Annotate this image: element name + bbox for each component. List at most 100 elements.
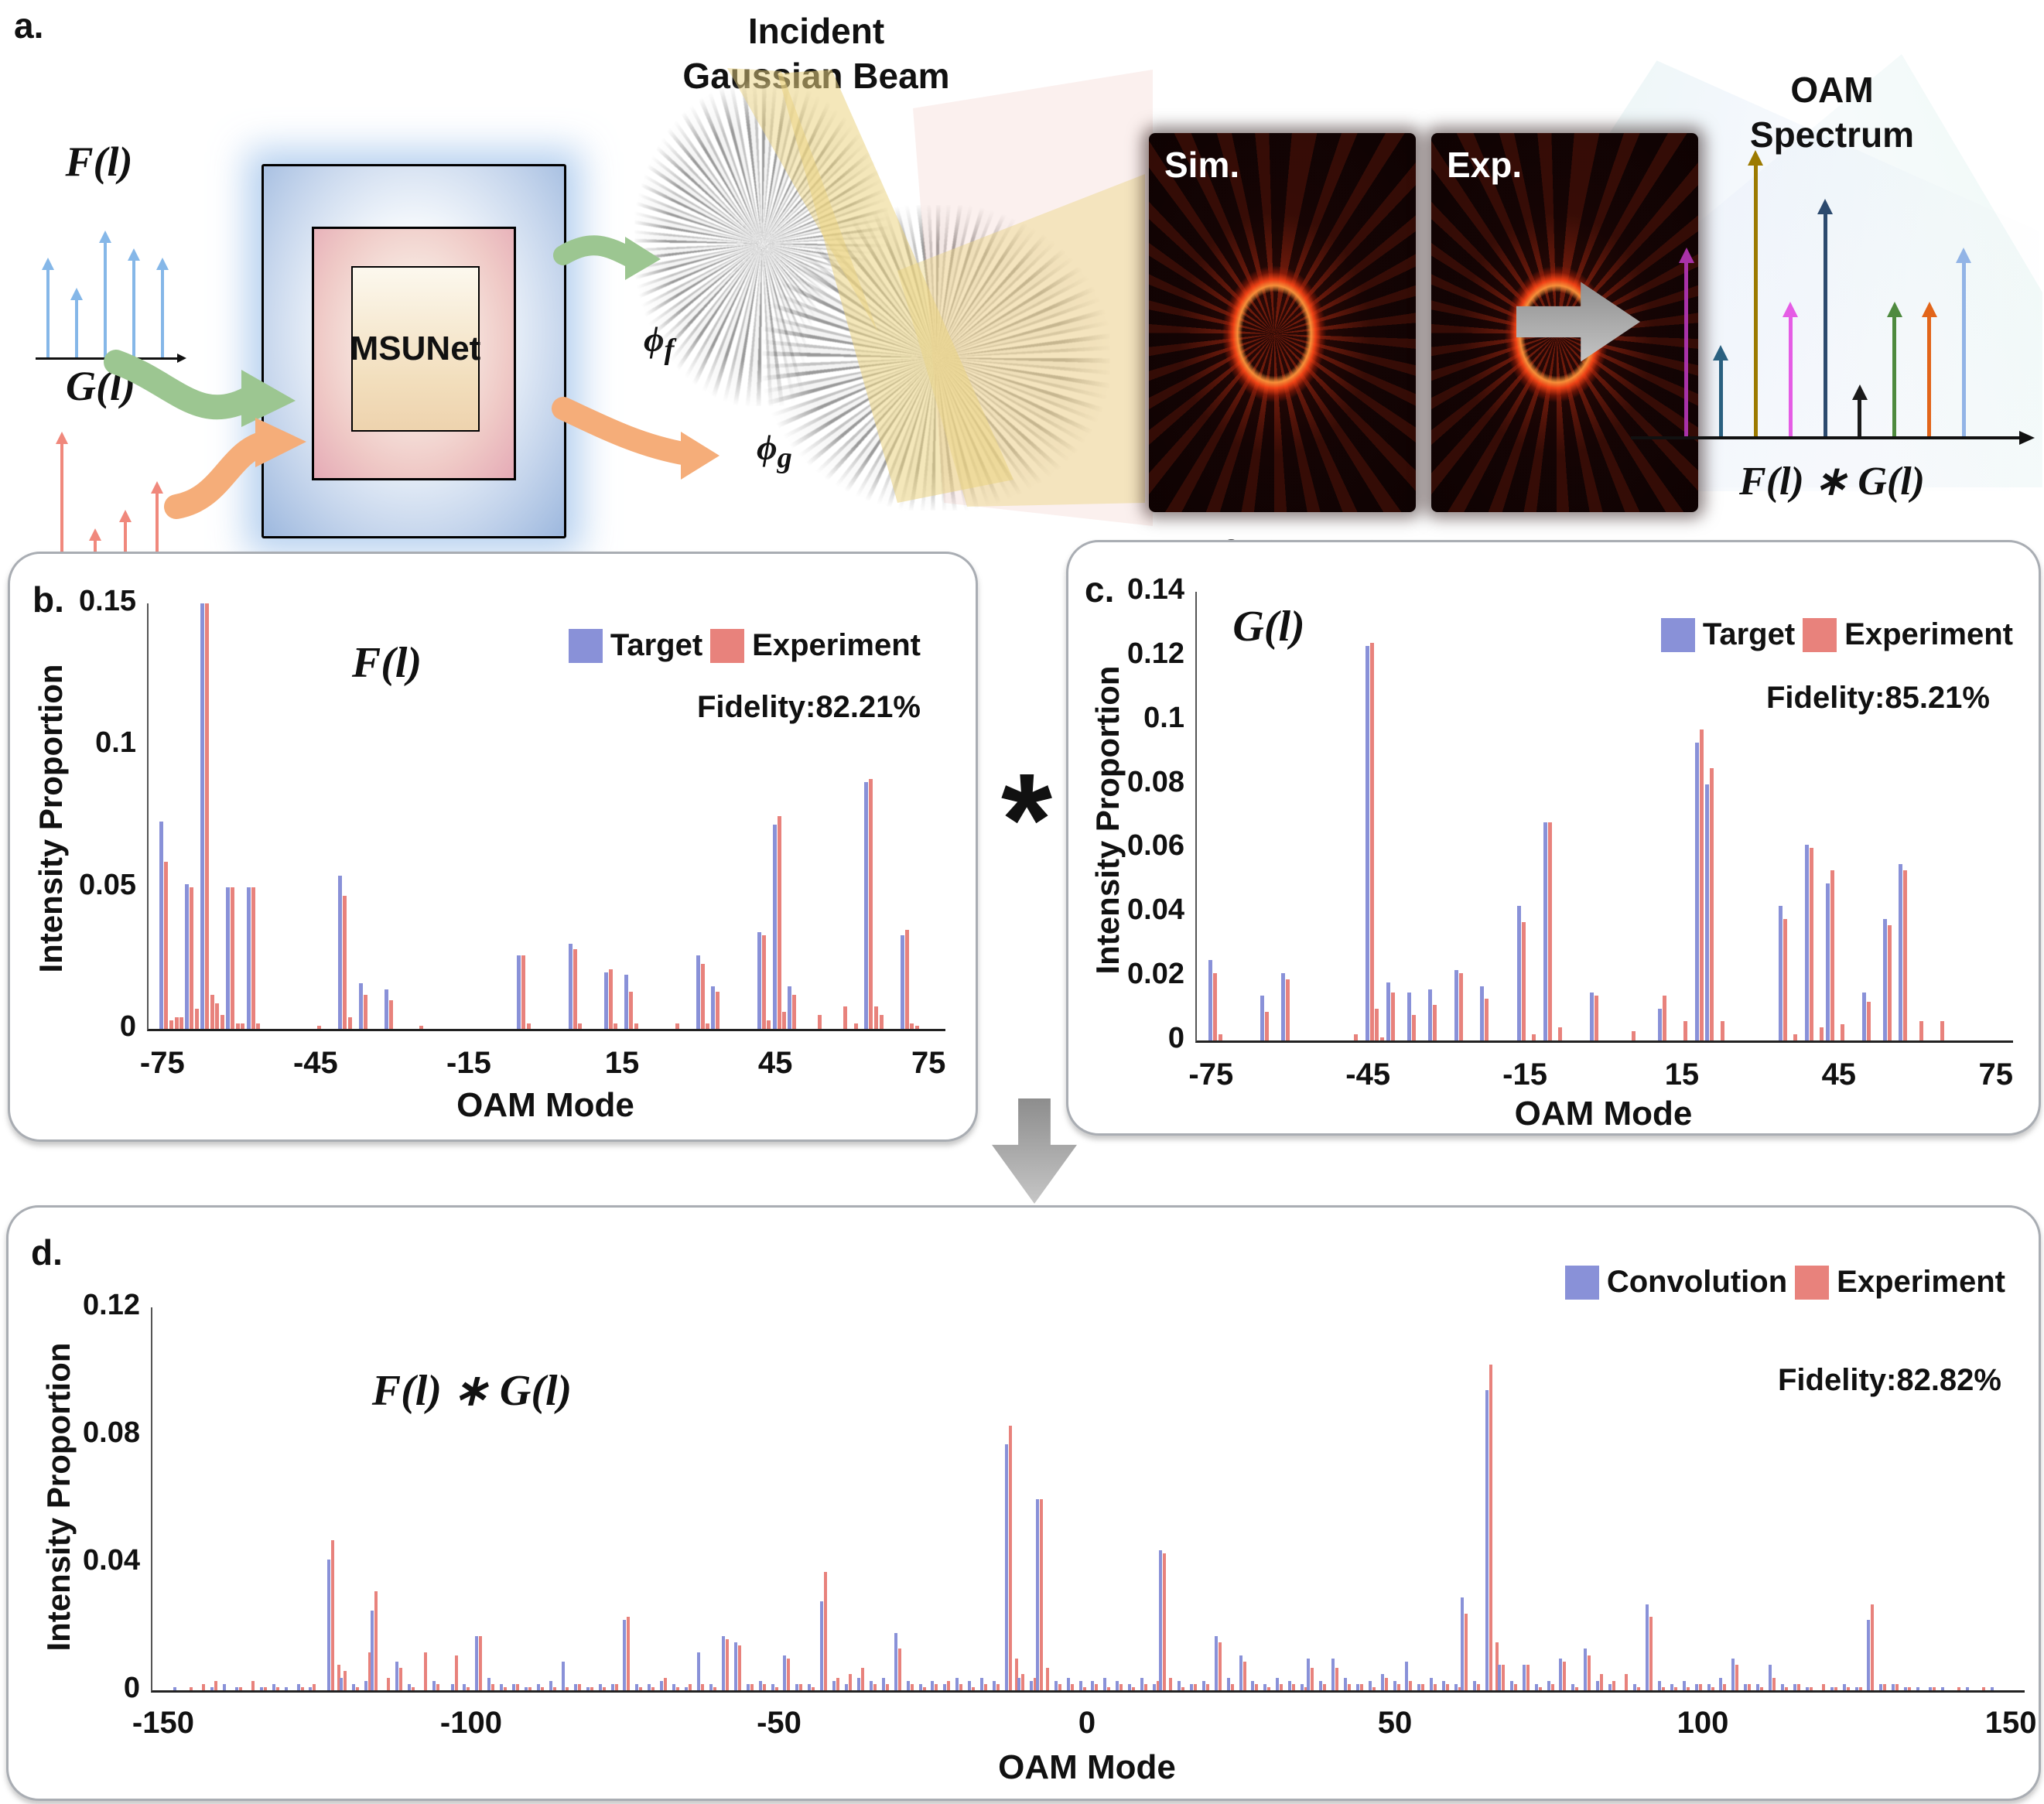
experiment-bar — [1908, 1686, 1912, 1690]
experiment-bar — [331, 1540, 335, 1690]
target-bar — [610, 1683, 614, 1690]
x-tick: -45 — [292, 1046, 338, 1080]
stem — [60, 442, 64, 582]
target-bar — [672, 1683, 676, 1690]
x-tick: 75 — [911, 1046, 946, 1080]
target-bar — [746, 1683, 750, 1690]
msunet-label: MSUNet — [350, 330, 481, 367]
spectrum-axis-arrow — [2019, 431, 2035, 445]
experiment-bar — [1267, 1686, 1271, 1690]
target-bar — [943, 1683, 947, 1690]
experiment-bar — [1095, 1683, 1099, 1690]
experiment-bar — [1434, 1683, 1437, 1690]
spectrum-stem-arrowhead — [1678, 247, 1694, 263]
x-tick: -50 — [757, 1706, 802, 1740]
target-bar — [296, 1683, 300, 1690]
experiment-bar — [1489, 1365, 1492, 1690]
experiment-bar — [873, 1683, 877, 1690]
experiment-bar — [799, 1683, 803, 1690]
target-bar — [475, 1635, 479, 1690]
experiment-bar — [1375, 1008, 1379, 1040]
target-bar — [568, 944, 573, 1029]
experiment-bar — [1380, 1037, 1385, 1040]
experiment-bar — [256, 1023, 261, 1029]
experiment-bar — [1867, 1002, 1871, 1040]
y-tick: 0.14 — [1127, 573, 1184, 606]
panel-c-legend: Target Experiment — [1660, 617, 2013, 652]
stem — [132, 258, 135, 357]
experiment-bar — [174, 1017, 179, 1029]
phi-f-subscript: f — [664, 333, 675, 367]
target-bar — [1189, 1683, 1193, 1690]
target-bar — [1916, 1686, 1920, 1690]
experiment-bar — [1883, 1683, 1887, 1690]
target-bar — [549, 1680, 552, 1690]
y-tick: 0 — [123, 1672, 140, 1704]
experiment-bar — [1335, 1668, 1338, 1690]
target-bar — [338, 876, 343, 1029]
experiment-bar — [411, 1686, 415, 1690]
target-bar — [371, 1610, 374, 1690]
experiment-bar — [467, 1686, 470, 1690]
y-tick: 0.02 — [1127, 958, 1184, 991]
spectrum-stem-arrowhead — [1921, 302, 1937, 318]
stem — [46, 267, 50, 357]
target-bar — [1731, 1658, 1735, 1690]
target-bar — [1485, 1390, 1489, 1690]
experiment-bar — [1311, 1668, 1314, 1690]
experiment-bar — [1033, 1677, 1037, 1690]
experiment-bar — [1372, 1686, 1376, 1690]
experiment-bar — [1663, 996, 1667, 1040]
target-bar — [918, 1683, 922, 1690]
experiment-bar — [1772, 1677, 1776, 1690]
target-bar — [1442, 1680, 1446, 1690]
x-tick: -75 — [139, 1046, 185, 1080]
y-tick: 0.04 — [83, 1544, 140, 1577]
experiment-bar — [241, 1023, 245, 1029]
target-bar — [1899, 864, 1903, 1040]
panel-d-y-axis-label: Intensity Proportion — [40, 1342, 77, 1652]
experiment-bar — [1595, 996, 1599, 1040]
target-bar — [1066, 1677, 1070, 1690]
panel-b-title: F(l) — [351, 639, 422, 687]
target-bar — [1571, 1683, 1575, 1690]
convolution-operator: * — [1000, 747, 1053, 893]
experiment-bar — [1698, 1683, 1702, 1690]
y-tick: 0 — [119, 1010, 136, 1043]
target-bar — [517, 955, 521, 1029]
stem-arrowhead — [56, 432, 69, 444]
experiment-bar — [1292, 1683, 1296, 1690]
oam-spectrum-title: OAM Spectrum — [1749, 70, 1915, 155]
experiment-bar — [879, 1014, 884, 1029]
experiment-bar — [1421, 1683, 1425, 1690]
target-bar — [1867, 1620, 1871, 1690]
target-bar — [1331, 1658, 1335, 1690]
experiment-bar — [1723, 1683, 1727, 1690]
experiment-bar — [1793, 1034, 1798, 1040]
experiment-bar — [1550, 1683, 1554, 1690]
experiment-bar — [914, 1026, 919, 1029]
experiment-bar — [344, 1671, 347, 1690]
target-bar — [648, 1683, 651, 1690]
experiment-bar — [897, 1649, 901, 1690]
experiment-bar — [1711, 1686, 1714, 1690]
target-bar — [200, 603, 205, 1029]
experiment-bar — [777, 816, 781, 1029]
experiment-bar — [1020, 1674, 1024, 1690]
experiment-bar — [348, 1017, 352, 1029]
target-bar — [685, 1686, 689, 1690]
spectrum-stem — [1858, 398, 1862, 436]
experiment-bar — [1940, 1021, 1944, 1040]
experiment-bar — [215, 1003, 220, 1029]
target-bar — [1547, 1680, 1550, 1690]
experiment-bar — [368, 1652, 372, 1690]
panel-b-label: b. — [32, 579, 64, 620]
stem-axis-arrow — [177, 354, 186, 363]
experiment-bar — [491, 1683, 495, 1690]
target-bar — [623, 1620, 627, 1690]
target-bar — [223, 1683, 227, 1690]
target-bar — [1497, 1665, 1501, 1690]
target-bar — [450, 1683, 454, 1690]
experiment-bar — [1612, 1680, 1616, 1690]
experiment-bar — [706, 1023, 710, 1029]
